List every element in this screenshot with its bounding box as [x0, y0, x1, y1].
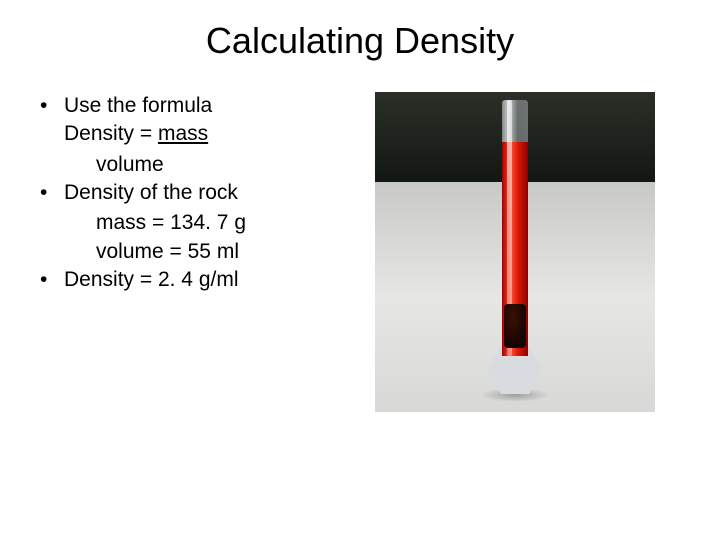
- cylinder-air-gap: [502, 100, 528, 142]
- page-title: Calculating Density: [0, 0, 720, 92]
- bullet-lead: Use the formula: [64, 92, 350, 120]
- bullet-line: volume: [40, 151, 350, 179]
- bullet-item: • Use the formula Density = mass: [40, 92, 350, 149]
- bullet-line: mass = 134. 7 g: [40, 209, 350, 237]
- bullet-item: • Density = 2. 4 g/ml: [40, 266, 350, 294]
- bullet-dot: •: [40, 266, 64, 294]
- bullet-lead: Density of the rock: [64, 179, 350, 207]
- graduated-cylinder-photo: [375, 92, 655, 412]
- bullet-dot: •: [40, 179, 64, 207]
- bullet-list: • Use the formula Density = mass volume …: [40, 92, 350, 412]
- rock-in-cylinder: [504, 304, 526, 348]
- bullet-item: • Density of the rock: [40, 179, 350, 207]
- photo-area: [350, 92, 680, 412]
- content-row: • Use the formula Density = mass volume …: [0, 92, 720, 412]
- bullet-line: volume = 55 ml: [40, 238, 350, 266]
- bullet-dot: •: [40, 92, 64, 149]
- bullet-lead: Density = 2. 4 g/ml: [64, 266, 350, 294]
- bullet-line: Density = mass: [64, 120, 350, 148]
